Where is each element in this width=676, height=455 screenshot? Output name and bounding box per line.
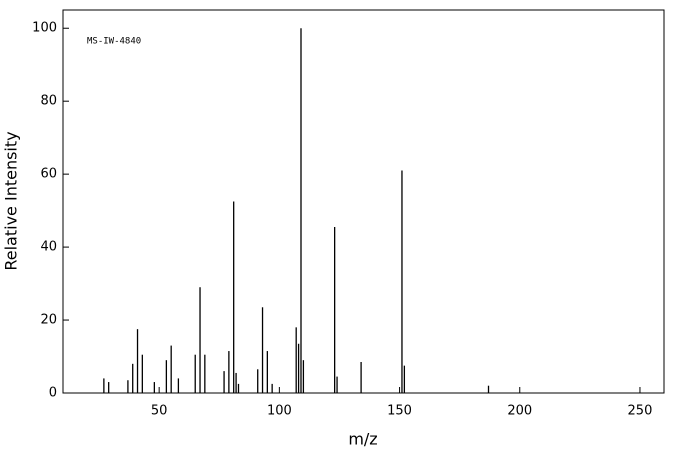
y-tick-label: 0	[49, 386, 57, 401]
y-tick-label: 100	[32, 21, 57, 36]
y-tick-label: 80	[40, 94, 57, 109]
x-tick-label: 200	[507, 404, 532, 419]
y-tick-label: 60	[40, 167, 57, 182]
annotation: MS-IW-4840	[87, 37, 141, 47]
y-tick-label: 20	[40, 313, 57, 328]
x-axis-label: m/z	[348, 430, 377, 449]
y-axis-label: Relative Intensity	[2, 131, 21, 270]
x-tick-label: 100	[267, 404, 292, 419]
x-tick-label: 50	[151, 404, 168, 419]
x-tick-label: 250	[628, 404, 653, 419]
plot-frame	[62, 9, 665, 394]
x-tick-label: 150	[387, 404, 412, 419]
y-tick-label: 40	[40, 240, 57, 255]
